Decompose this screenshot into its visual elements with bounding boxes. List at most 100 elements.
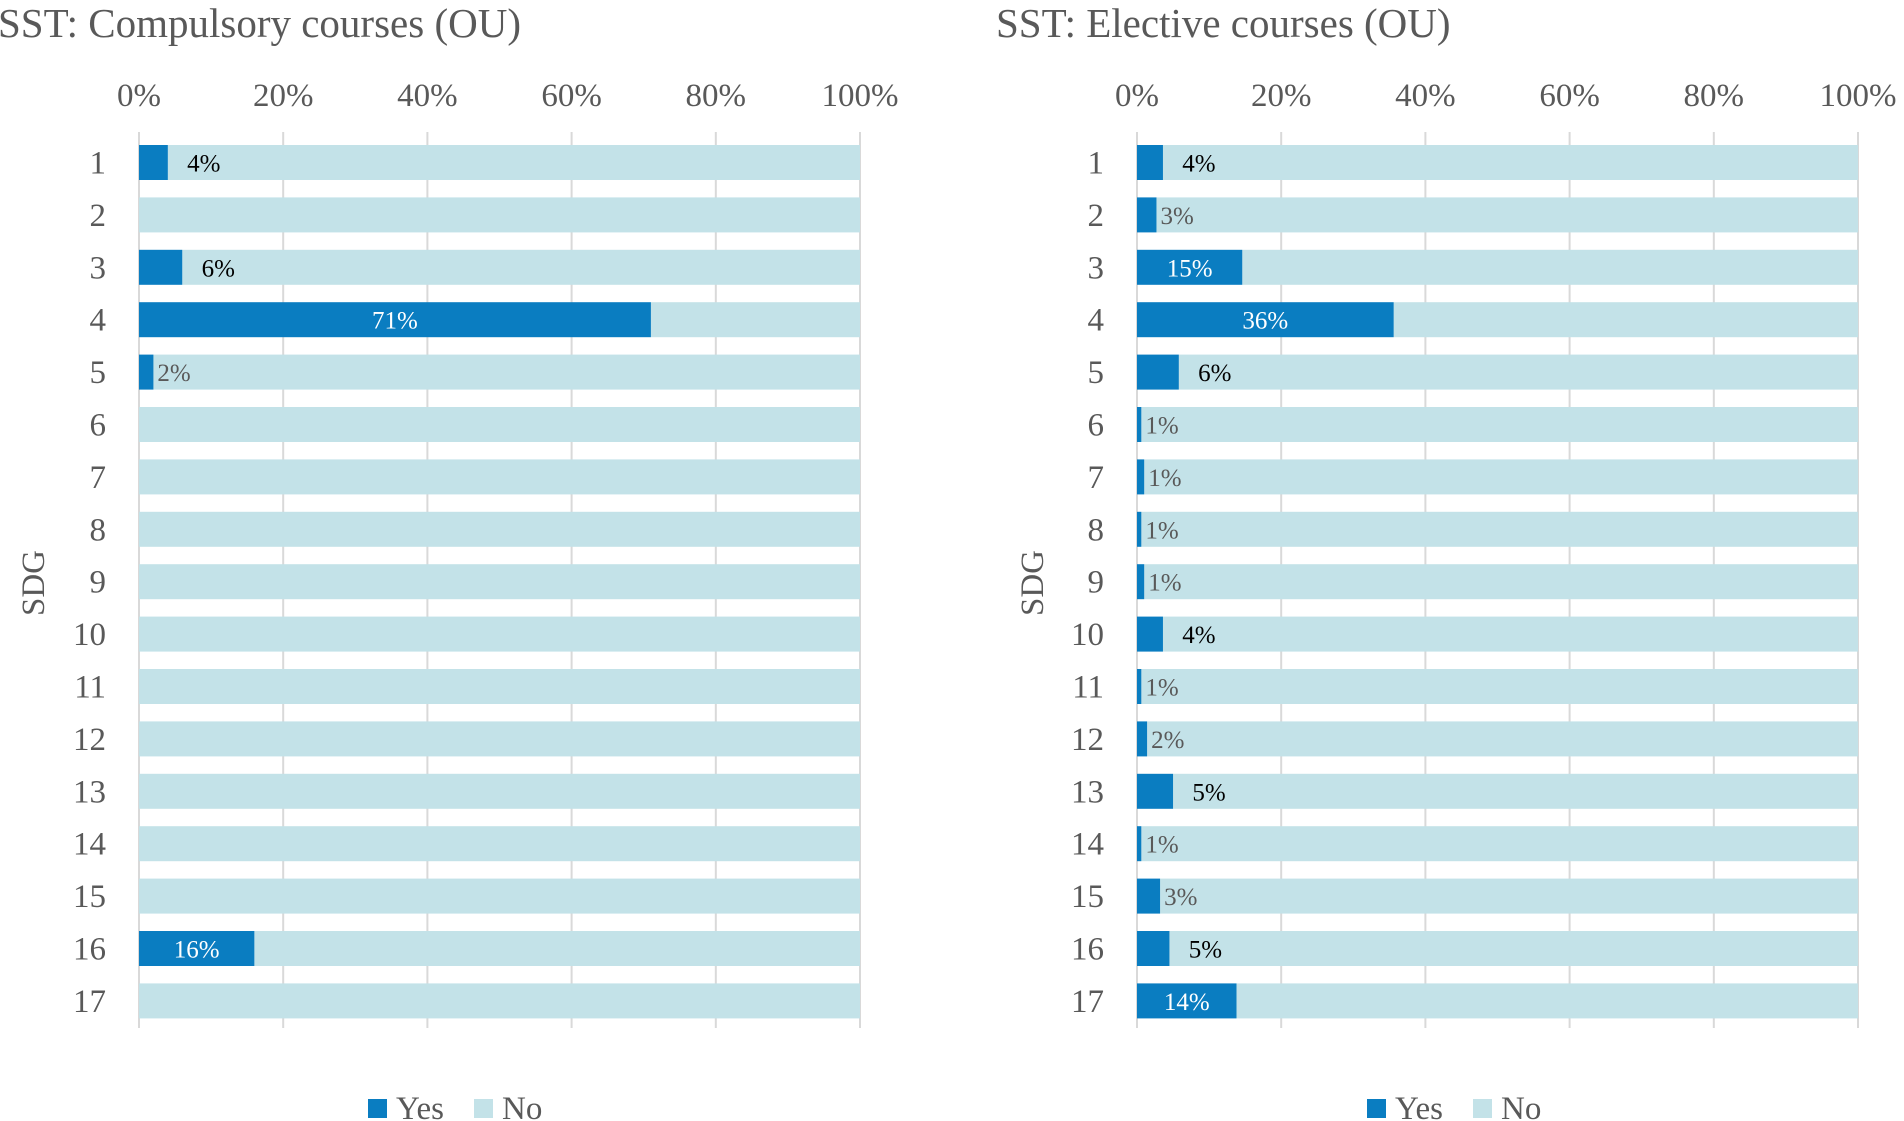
- x-tick-label: 60%: [1539, 78, 1600, 114]
- x-tick-label: 80%: [686, 78, 747, 114]
- bar-yes: [1137, 773, 1174, 809]
- bar-no: [1144, 564, 1858, 600]
- y-tick-label: 8: [90, 512, 107, 548]
- data-label: 1%: [1145, 413, 1178, 440]
- chart-title-compulsory: SST: Compulsory courses (OU): [0, 0, 521, 46]
- data-label: 3%: [1160, 203, 1193, 230]
- y-tick-label: 11: [1072, 670, 1104, 706]
- bar-no: [139, 564, 860, 600]
- bar-no: [1169, 931, 1858, 966]
- bar-yes: [139, 145, 168, 180]
- data-label: 4%: [1182, 622, 1215, 649]
- y-tick-label: 3: [1088, 250, 1105, 286]
- bar-no: [139, 669, 860, 704]
- legend-label-no: No: [502, 1091, 542, 1121]
- legend-swatch-yes: [1367, 1099, 1386, 1118]
- data-label: 2%: [1151, 727, 1184, 754]
- data-label: 1%: [1145, 517, 1178, 544]
- legend-swatch-no: [1473, 1099, 1492, 1118]
- bar-no: [1162, 145, 1858, 180]
- data-label: 71%: [372, 308, 418, 335]
- y-tick-label: 4: [90, 303, 107, 339]
- bar-yes: [1137, 983, 1237, 1019]
- bar-yes: [1137, 669, 1142, 704]
- bar-yes: [1137, 302, 1394, 338]
- x-tick-labels-compulsory: 0% 20% 40% 60% 80% 100%: [117, 78, 899, 114]
- x-tick-label: 80%: [1684, 78, 1745, 114]
- data-label: 1%: [1148, 570, 1181, 597]
- bar-no: [139, 407, 860, 442]
- y-tick-label: 4: [1088, 303, 1105, 339]
- y-tick-label: 11: [74, 670, 106, 706]
- y-tick-label: 8: [1088, 512, 1105, 548]
- bar-yes: [139, 302, 651, 338]
- bar-yes: [1137, 826, 1142, 862]
- data-label: 6%: [1198, 360, 1231, 387]
- y-tick-label: 1: [1088, 146, 1105, 182]
- x-tick-label: 0%: [1115, 78, 1159, 114]
- y-tick-label: 16: [73, 932, 106, 968]
- y-tick-label: 15: [1071, 879, 1104, 915]
- bar-no: [1393, 302, 1858, 338]
- bar-no: [254, 931, 861, 966]
- y-tick-label: 6: [90, 408, 107, 444]
- y-tick-label: 7: [1088, 460, 1105, 496]
- bar-yes: [1137, 931, 1170, 966]
- x-tick-label: 100%: [1820, 78, 1897, 114]
- bar-yes: [1137, 564, 1145, 600]
- compulsory-courses-chart: SST: Compulsory courses (OU) SDG 0% 20% 40…: [0, 0, 899, 1121]
- x-tick-labels-elective: 0% 20% 40% 60% 80% 100%: [1115, 78, 1897, 114]
- y-tick-label: 14: [73, 827, 106, 863]
- legend-elective: Yes No: [1367, 1091, 1541, 1121]
- x-tick-label: 100%: [822, 78, 899, 114]
- bar-no: [1173, 773, 1858, 809]
- bar-no: [650, 302, 860, 338]
- bar-no: [1236, 983, 1858, 1019]
- y-axis-label-compulsory: SDG: [16, 550, 52, 616]
- legend-label-yes: Yes: [1395, 1091, 1443, 1121]
- y-tick-label: 12: [1071, 722, 1104, 758]
- legend-swatch-yes: [368, 1099, 387, 1118]
- x-tick-label: 60%: [541, 78, 602, 114]
- data-label: 1%: [1145, 675, 1178, 702]
- x-tick-label: 20%: [253, 78, 314, 114]
- x-tick-label: 40%: [1395, 78, 1456, 114]
- x-tick-label: 20%: [1251, 78, 1312, 114]
- bar-no: [139, 511, 860, 547]
- data-label: 4%: [1182, 151, 1215, 178]
- data-label: 3%: [1164, 884, 1197, 911]
- bar-no: [139, 773, 860, 809]
- bar-yes: [1137, 459, 1145, 495]
- bar-no: [1141, 407, 1858, 442]
- y-tick-label: 9: [90, 565, 107, 601]
- bar-yes: [1137, 197, 1157, 233]
- data-label: 1%: [1145, 832, 1178, 859]
- y-tick-label: 10: [1071, 617, 1104, 653]
- y-tick-label: 16: [1071, 932, 1104, 968]
- bar-no: [1144, 459, 1858, 495]
- bar-yes: [1137, 878, 1161, 914]
- bar-no: [139, 459, 860, 495]
- data-label: 14%: [1164, 989, 1210, 1016]
- legend-label-no: No: [1501, 1091, 1541, 1121]
- data-label: 5%: [1189, 937, 1222, 964]
- bar-no: [139, 878, 860, 914]
- bars-compulsory: [139, 145, 861, 1019]
- y-tick-label: 7: [90, 460, 107, 496]
- x-tick-label: 40%: [397, 78, 458, 114]
- y-tick-label: 17: [1071, 984, 1104, 1020]
- data-label: 16%: [174, 937, 220, 964]
- y-tick-label: 6: [1088, 408, 1105, 444]
- bars-elective: [1137, 145, 1858, 1019]
- bar-no: [153, 354, 861, 390]
- x-tick-label: 0%: [117, 78, 161, 114]
- legend-label-yes: Yes: [396, 1091, 444, 1121]
- bar-yes: [139, 249, 183, 285]
- y-tick-label: 9: [1088, 565, 1105, 601]
- data-label: 5%: [1192, 779, 1225, 806]
- data-label: 2%: [157, 360, 190, 387]
- bar-no: [182, 249, 860, 285]
- bar-no: [139, 983, 860, 1019]
